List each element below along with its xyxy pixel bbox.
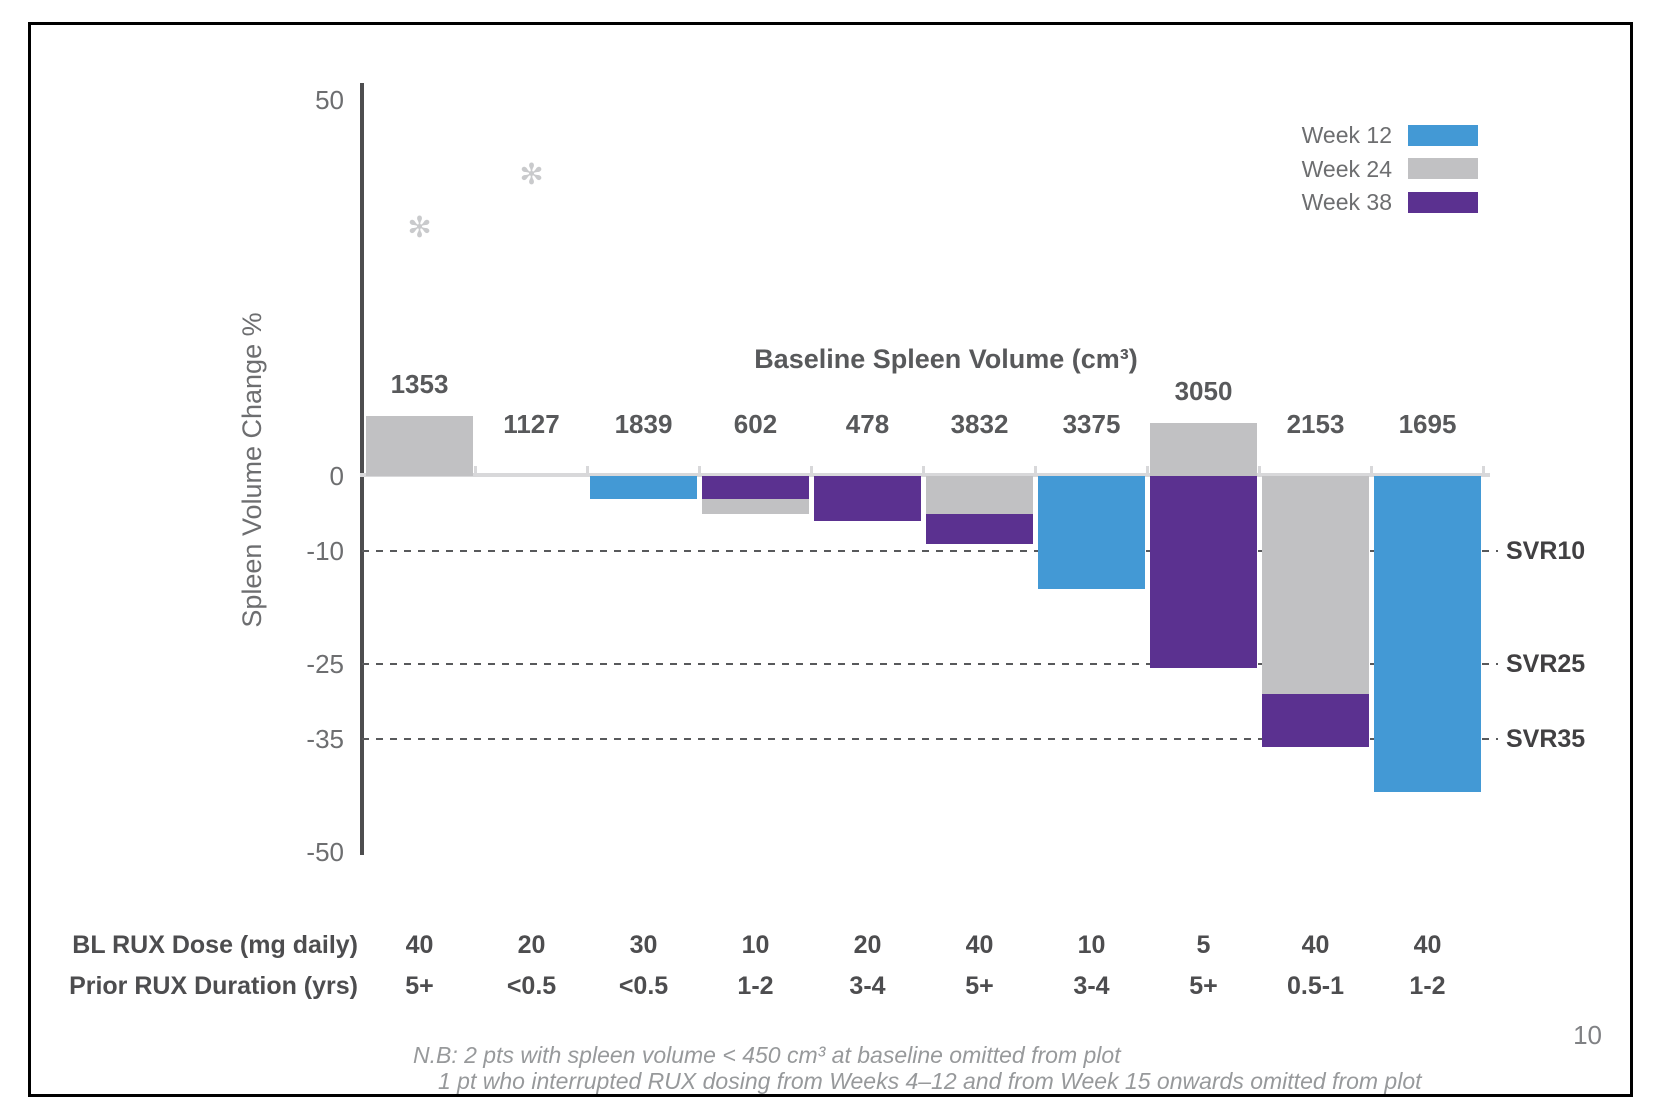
- bar-value-label: 1353: [390, 368, 449, 399]
- table-cell-dose: 10: [1077, 931, 1106, 959]
- chart-title: Baseline Spleen Volume (cm³): [754, 344, 1138, 374]
- bar-value-label: 3050: [1174, 376, 1233, 407]
- zero-baseline: [360, 473, 1490, 477]
- bar-segment: [1262, 694, 1369, 747]
- svr-label: SVR25: [1506, 650, 1586, 678]
- bar-segment: [590, 476, 697, 499]
- bar-value-label: 2153: [1286, 409, 1345, 439]
- bar-value-label: 602: [733, 409, 778, 439]
- footnote-line2: 1 pt who interrupted RUX dosing from Wee…: [438, 1068, 1422, 1094]
- bar-segment: [1038, 476, 1145, 589]
- zero-tick: [1146, 466, 1149, 474]
- svr-label: SVR35: [1506, 725, 1586, 754]
- table-cell-dose: 30: [629, 931, 658, 959]
- table-cell-dose: 40: [1413, 931, 1442, 959]
- slide-border: [28, 22, 1633, 1097]
- bar-value-label: 3375: [1062, 409, 1121, 439]
- table-row1-label: BL RUX Dose (mg daily): [72, 931, 358, 959]
- zero-tick: [1258, 466, 1261, 474]
- page-number: 10: [1573, 1020, 1602, 1050]
- bar-value-label: 1839: [614, 409, 673, 439]
- bar-segment: [702, 476, 809, 499]
- table-cell-duration: 1-2: [737, 972, 774, 1000]
- ytick-label: -50: [306, 837, 344, 867]
- zero-tick: [698, 466, 701, 474]
- legend-swatch: [1408, 124, 1478, 146]
- table-cell-duration: 3-4: [1073, 972, 1110, 1000]
- table-cell-dose: 10: [741, 931, 770, 959]
- bar-segment: [1262, 476, 1369, 695]
- bar-segment: [926, 513, 1033, 544]
- ytick-label: -25: [306, 649, 344, 679]
- ytick-label: -10: [306, 536, 344, 567]
- footnote-line1: N.B: 2 pts with spleen volume < 450 cm³ …: [413, 1042, 1121, 1068]
- zero-tick: [1370, 466, 1373, 474]
- legend-label: Week 24: [1301, 155, 1392, 182]
- bar-segment: [926, 476, 1033, 514]
- bar-segment: [366, 415, 473, 476]
- bar-segment: [1150, 423, 1257, 476]
- legend-swatch: [1408, 158, 1478, 179]
- svr-label: SVR10: [1506, 537, 1586, 566]
- legend-label: Week 38: [1301, 189, 1392, 215]
- outlier-marker: ✻: [407, 211, 432, 244]
- zero-tick: [810, 466, 813, 474]
- bar-value-label: 1695: [1398, 409, 1457, 439]
- ytick-label: -35: [306, 724, 344, 755]
- bar-value-label: 3832: [950, 409, 1009, 439]
- table-cell-dose: 40: [965, 931, 994, 959]
- zero-tick: [922, 466, 925, 474]
- legend-swatch: [1408, 191, 1478, 213]
- table-cell-duration: 3-4: [849, 972, 886, 1000]
- ytick-label: 50: [315, 85, 344, 115]
- table-cell-dose: 40: [405, 931, 434, 959]
- table-cell-duration: 5+: [405, 972, 434, 1000]
- zero-tick: [1034, 466, 1037, 474]
- ref-line: [362, 663, 1498, 665]
- bar-segment: [814, 476, 921, 522]
- table-cell-dose: 20: [517, 931, 546, 959]
- zero-tick: [1482, 466, 1485, 474]
- ytick-label: 0: [329, 461, 344, 491]
- bar-value-label: 478: [845, 409, 890, 439]
- ref-line: [362, 550, 1498, 553]
- zero-tick: [474, 466, 477, 474]
- table-cell-duration: 0.5-1: [1287, 972, 1344, 1000]
- table-cell-duration: <0.5: [506, 972, 557, 1000]
- ref-line: [362, 738, 1498, 741]
- bar-value-label: 1127: [503, 409, 560, 439]
- bar-segment: [1150, 476, 1257, 668]
- table-cell-duration: <0.5: [618, 972, 669, 1000]
- table-cell-dose: 40: [1301, 931, 1330, 959]
- outlier-marker: ✻: [519, 159, 544, 192]
- table-cell-dose: 5: [1196, 931, 1211, 959]
- zero-tick: [586, 466, 589, 474]
- bar-segment: [1374, 476, 1481, 792]
- table-row2-label: Prior RUX Duration (yrs): [69, 972, 358, 1000]
- table-cell-dose: 20: [853, 931, 882, 959]
- bar-segment: [702, 498, 809, 514]
- table-cell-duration: 1-2: [1409, 972, 1446, 1000]
- table-cell-duration: 5+: [965, 972, 994, 1000]
- y-axis-line: [360, 83, 364, 855]
- table-cell-duration: 5+: [1189, 972, 1218, 1000]
- legend-label: Week 12: [1301, 122, 1392, 148]
